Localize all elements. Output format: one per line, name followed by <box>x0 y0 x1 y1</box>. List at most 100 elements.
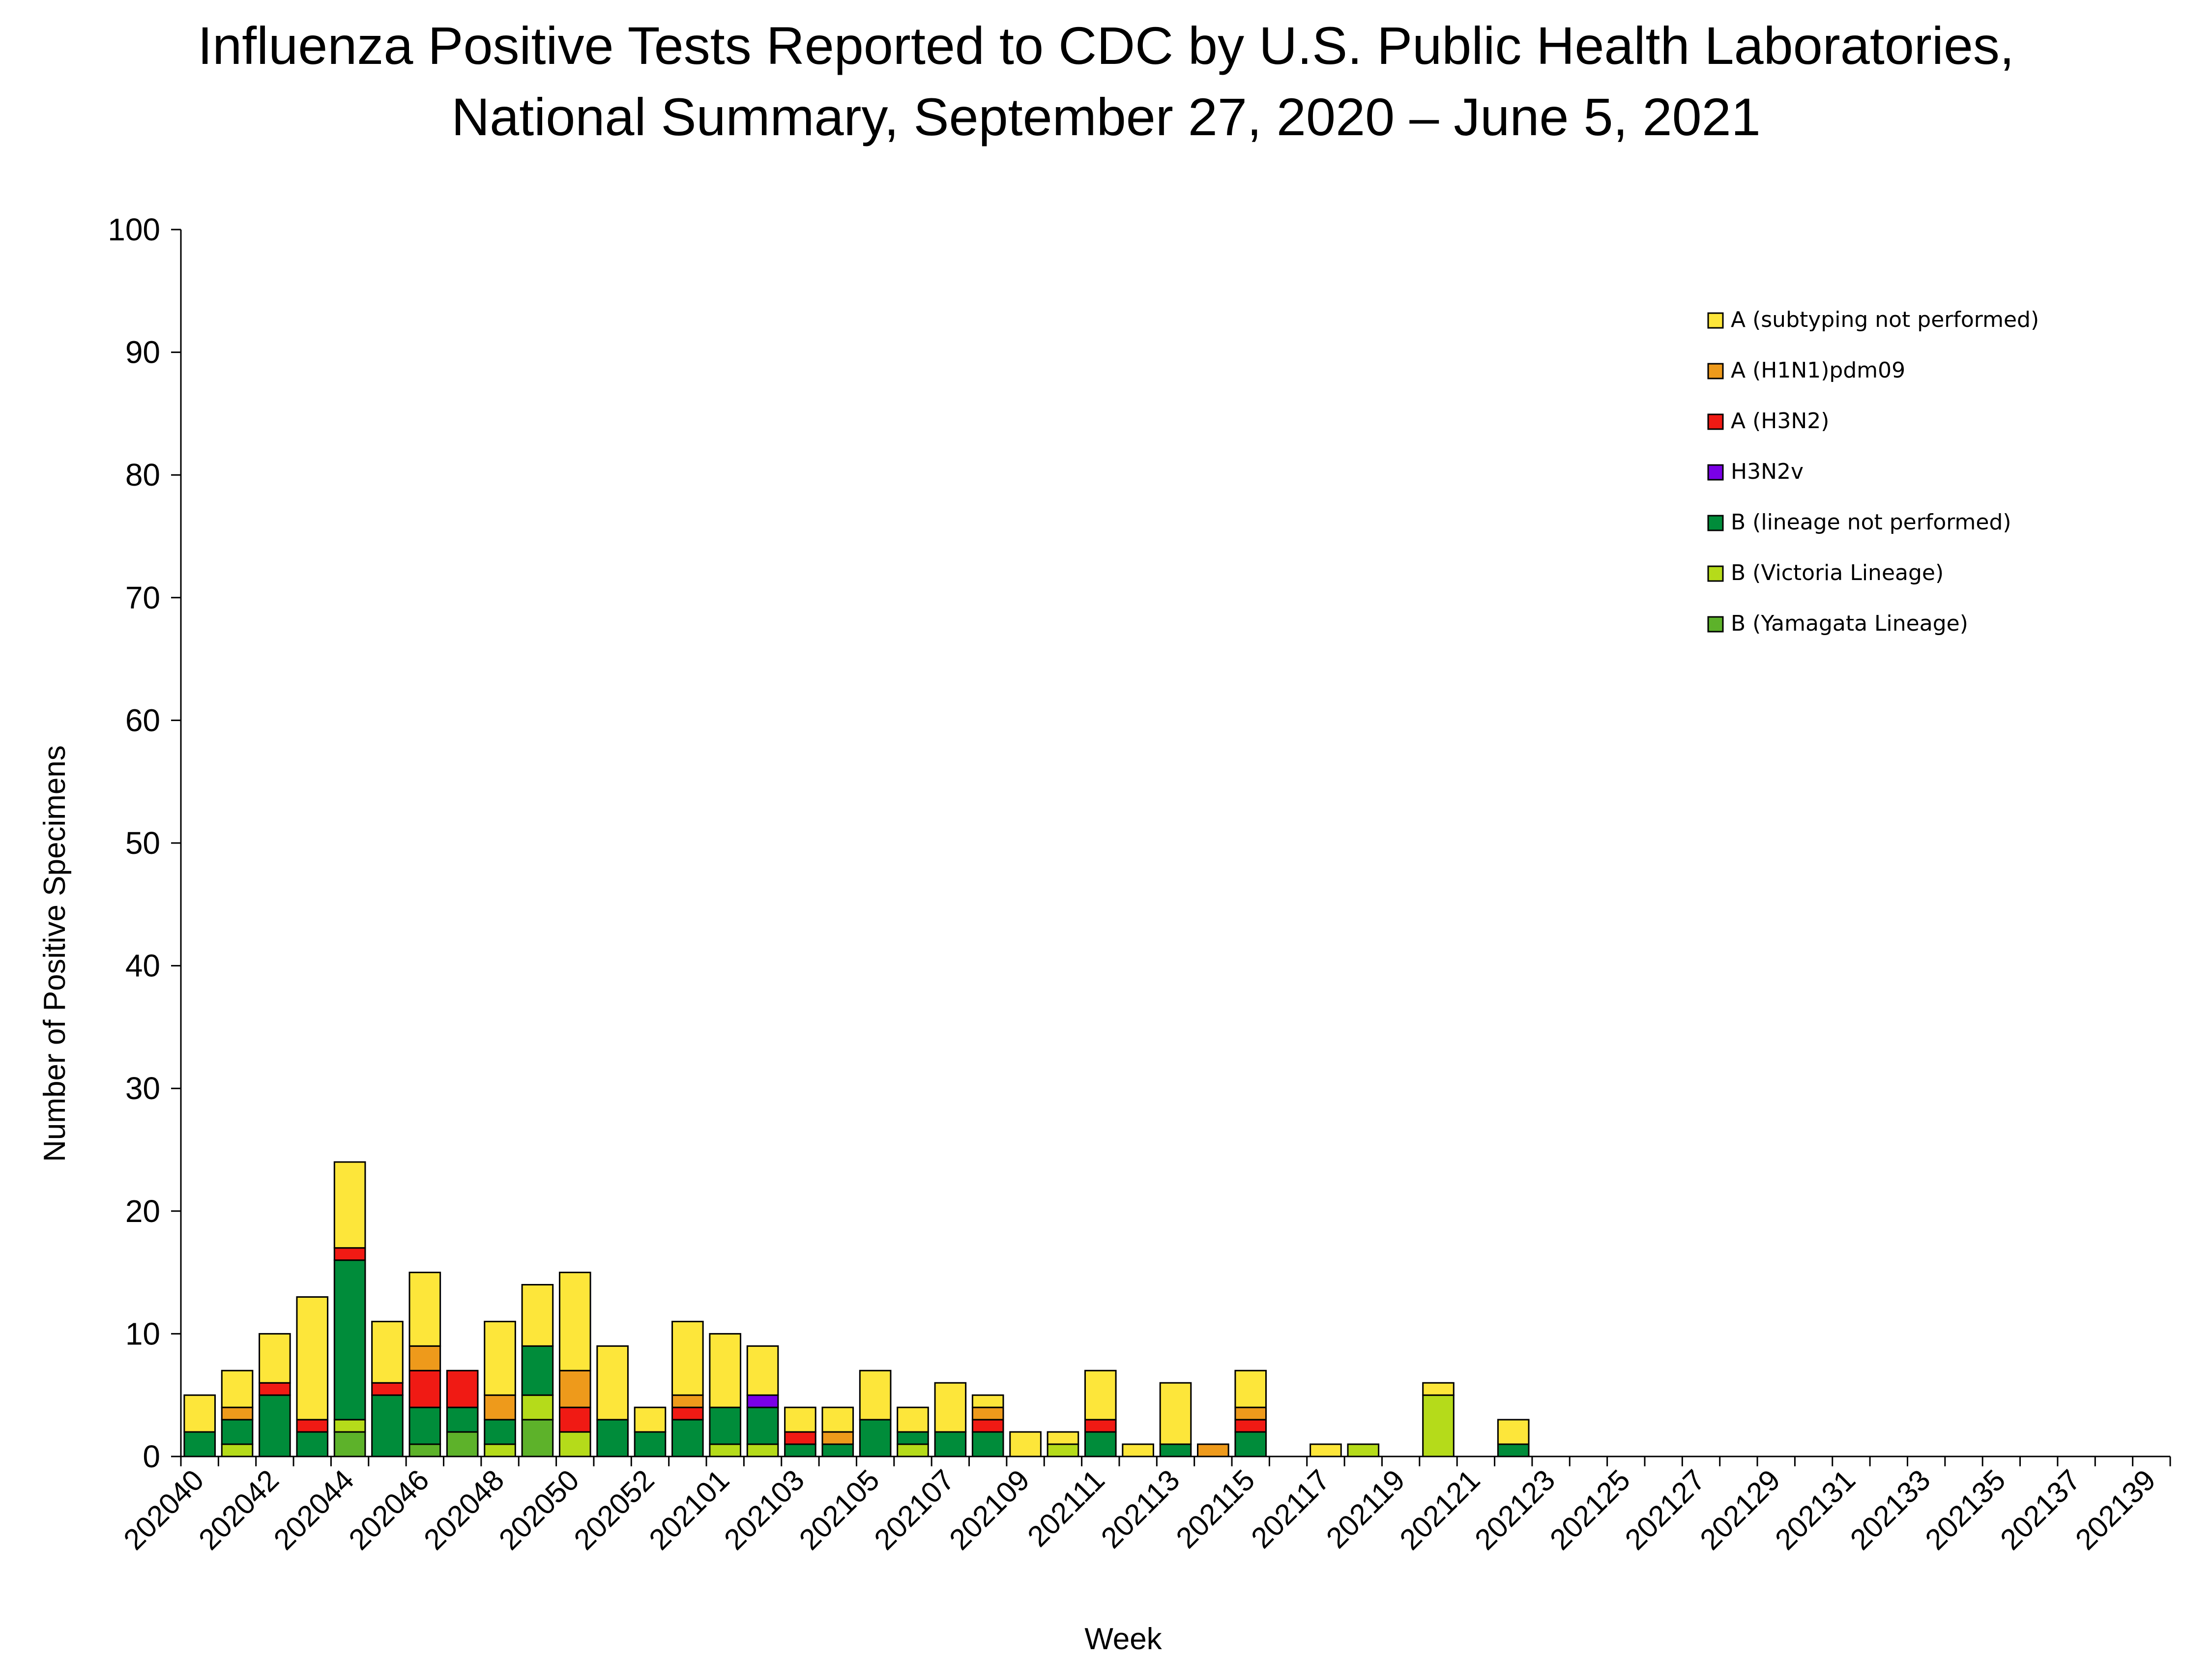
bar-segment <box>971 1406 1004 1421</box>
bar-segment <box>897 1443 929 1457</box>
bar-segment <box>1047 1443 1079 1457</box>
bar-segment <box>1347 1443 1380 1457</box>
bar-segment <box>558 1272 591 1371</box>
bar-segment <box>371 1394 404 1457</box>
bar-segment <box>333 1419 366 1433</box>
legend-swatch <box>1707 363 1724 379</box>
bar-segment <box>1197 1443 1229 1457</box>
y-axis-label: Number of Positive Specimens <box>38 745 72 1162</box>
bar-segment <box>1084 1369 1117 1421</box>
bar-segment <box>183 1394 216 1433</box>
y-tick-label: 40 <box>125 948 160 984</box>
bar-segment <box>1422 1394 1455 1457</box>
bar-segment <box>746 1394 779 1408</box>
bar-segment <box>709 1443 742 1457</box>
bar-segment <box>558 1431 591 1457</box>
y-tick-label: 60 <box>125 702 160 738</box>
bar-segment <box>859 1369 892 1421</box>
legend-label: A (H1N1)pdm09 <box>1731 358 1905 383</box>
bar-segment <box>1084 1431 1117 1457</box>
x-axis-label: Week <box>1084 1622 1162 1656</box>
y-tick-label: 0 <box>143 1439 160 1474</box>
bar-segment <box>1422 1382 1455 1396</box>
bar-segment <box>484 1320 516 1396</box>
bar-segment <box>446 1406 479 1433</box>
y-tick-label: 90 <box>125 335 160 370</box>
bar-segment <box>521 1345 554 1396</box>
bar-segment <box>296 1431 329 1457</box>
bar-segment <box>746 1345 779 1396</box>
bar-segment <box>859 1419 892 1457</box>
legend-label: B (Yamagata Lineage) <box>1731 611 1968 636</box>
bar-segment <box>897 1406 929 1433</box>
y-tick-label: 70 <box>125 580 160 615</box>
bar-segment <box>971 1394 1004 1408</box>
bar-segment <box>259 1382 291 1396</box>
bar-segment <box>784 1406 816 1433</box>
bar-segment <box>1497 1419 1530 1445</box>
bar-segment <box>1310 1443 1342 1457</box>
bar-segment <box>971 1419 1004 1433</box>
bar-segment <box>971 1431 1004 1457</box>
bar-segment <box>484 1394 516 1421</box>
legend: A (subtyping not performed) A (H1N1)pdm09… <box>1707 307 2039 636</box>
bar-segment <box>221 1369 254 1408</box>
bar-segment <box>934 1382 967 1433</box>
bars-layer <box>183 1161 1530 1457</box>
bar-segment <box>596 1419 629 1457</box>
bar-segment <box>333 1247 366 1261</box>
bar-segment <box>1497 1443 1530 1457</box>
bar-segment <box>1047 1431 1079 1445</box>
bar-segment <box>408 1443 441 1457</box>
bar-segment <box>1234 1369 1267 1408</box>
bar-segment <box>259 1333 291 1384</box>
y-tick-label: 10 <box>125 1316 160 1351</box>
legend-label: A (H3N2) <box>1731 408 1829 434</box>
bar-segment <box>1009 1431 1042 1457</box>
bar-segment <box>521 1284 554 1347</box>
bar-segment <box>408 1406 441 1445</box>
bar-segment <box>1234 1431 1267 1457</box>
bar-segment <box>1234 1406 1267 1421</box>
bar-segment <box>784 1443 816 1457</box>
bar-segment <box>484 1419 516 1445</box>
bar-segment <box>371 1382 404 1396</box>
bar-segment <box>296 1419 329 1433</box>
bar-segment <box>784 1431 816 1445</box>
bar-segment <box>521 1394 554 1421</box>
bar-segment <box>671 1419 704 1457</box>
bar-segment <box>671 1320 704 1396</box>
bar-segment <box>221 1443 254 1457</box>
bar-segment <box>484 1443 516 1457</box>
bar-segment <box>746 1406 779 1445</box>
legend-label: B (lineage not performed) <box>1731 510 2011 535</box>
bar-segment <box>821 1406 854 1433</box>
bar-segment <box>408 1369 441 1408</box>
bar-segment <box>1159 1443 1192 1457</box>
bar-segment <box>746 1443 779 1457</box>
y-tick-label: 20 <box>125 1193 160 1229</box>
bar-segment <box>221 1406 254 1421</box>
bar-segment <box>1084 1419 1117 1433</box>
bar-segment <box>821 1443 854 1457</box>
legend-swatch <box>1707 515 1724 531</box>
legend-swatch <box>1707 464 1724 481</box>
bar-segment <box>596 1345 629 1421</box>
bar-segment <box>897 1431 929 1445</box>
bar-segment <box>333 1259 366 1421</box>
bar-segment <box>1159 1382 1192 1445</box>
bar-segment <box>634 1406 667 1433</box>
y-tick-label: 30 <box>125 1071 160 1106</box>
bar-segment <box>558 1369 591 1408</box>
bar-segment <box>446 1431 479 1457</box>
legend-label: A (subtyping not performed) <box>1731 307 2039 332</box>
chart-title-line-1: Influenza Positive Tests Reported to CDC… <box>198 16 2014 75</box>
y-tick-label: 80 <box>125 457 160 493</box>
bar-segment <box>821 1431 854 1445</box>
bar-segment <box>558 1406 591 1433</box>
bar-segment <box>408 1272 441 1347</box>
bar-segment <box>259 1394 291 1457</box>
bar-segment <box>1122 1443 1154 1457</box>
legend-label: B (Victoria Lineage) <box>1731 560 1944 585</box>
